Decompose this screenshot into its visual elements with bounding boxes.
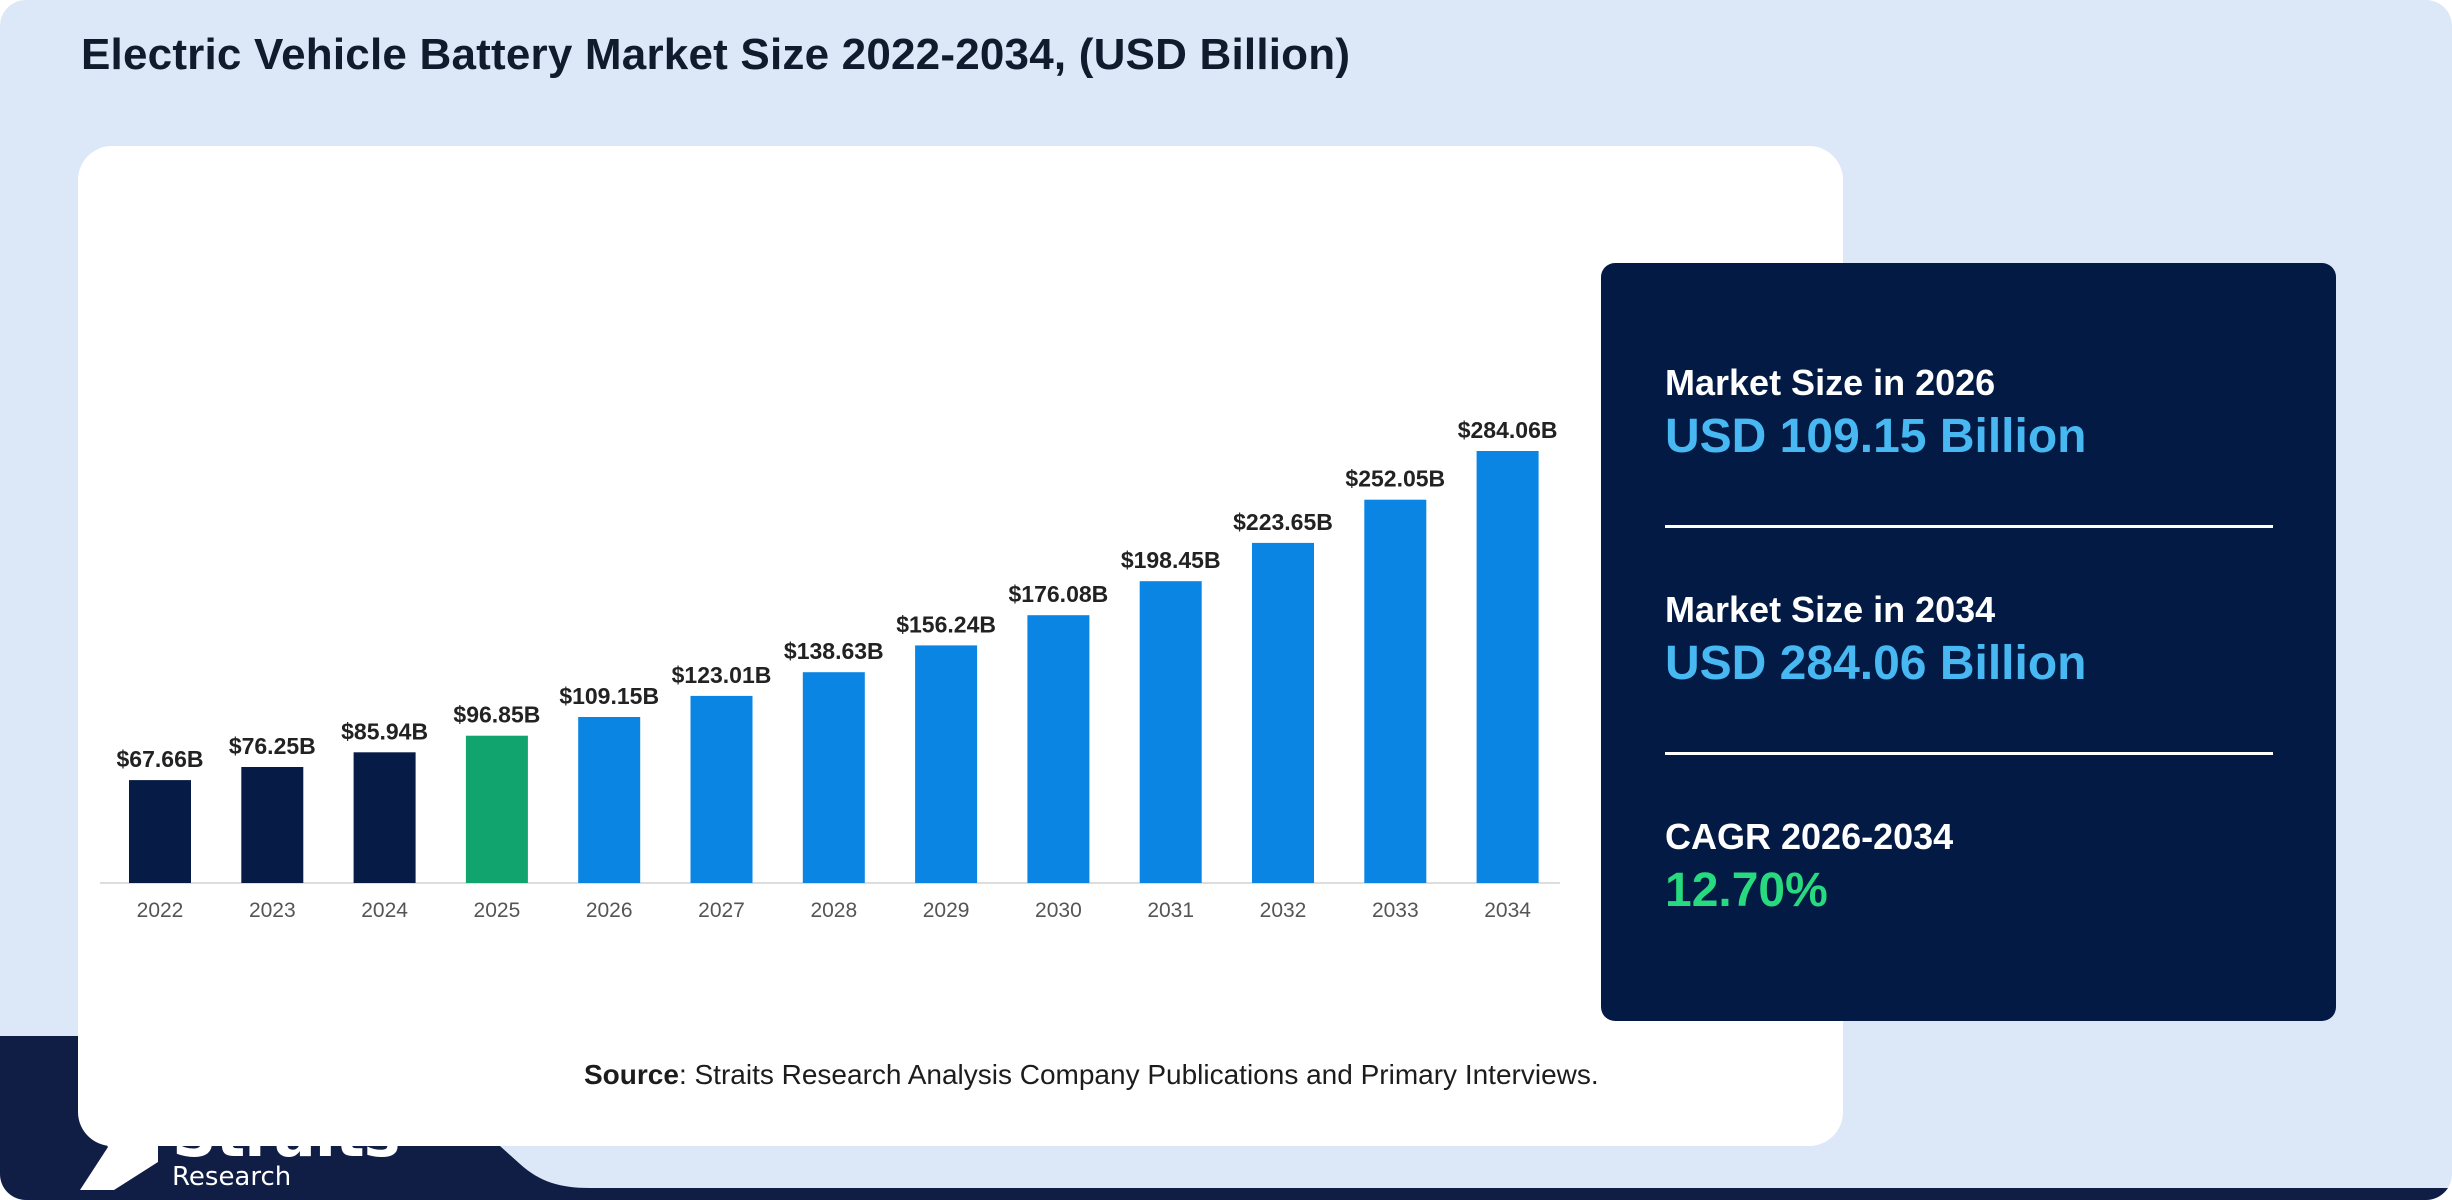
bar-2024 — [353, 752, 416, 883]
x-tick-label-2024: 2024 — [361, 899, 408, 922]
bar-2022 — [129, 780, 191, 883]
data-label-2026: $109.15B — [559, 683, 659, 709]
data-label-2024: $85.94B — [341, 718, 428, 744]
x-tick-label-2027: 2027 — [698, 899, 745, 922]
logo-name: Straits — [172, 1098, 400, 1171]
stat-value: USD 109.15 Billion — [1665, 410, 2087, 463]
bar-2029 — [915, 645, 978, 883]
bar-2030 — [1027, 615, 1090, 883]
stat-label: CAGR 2026-2034 — [1665, 816, 1954, 857]
source-text: : Straits Research Analysis Company Publ… — [678, 1059, 1599, 1090]
stat-label: Market Size in 2026 — [1665, 362, 1996, 403]
x-tick-label-2034: 2034 — [1484, 899, 1531, 922]
page-title: Electric Vehicle Battery Market Size 202… — [81, 30, 1351, 79]
x-tick-label-2028: 2028 — [810, 899, 857, 922]
stat-cagr: CAGR 2026-2034 12.70% — [1665, 817, 2275, 919]
stat-value: USD 284.06 Billion — [1665, 637, 2087, 690]
data-label-2028: $138.63B — [784, 638, 884, 664]
bar-2031 — [1139, 581, 1202, 883]
stat-market-size-2026: Market Size in 2026 USD 109.15 Billion — [1665, 363, 2275, 465]
logo-subtitle: Research — [172, 1162, 292, 1192]
data-label-2032: $223.65B — [1233, 509, 1333, 535]
bar-2028 — [802, 672, 865, 883]
data-label-2025: $96.85B — [453, 702, 540, 728]
bars-layer: $67.66B 2022 $76.25B 2023 $85.94B 2024 $96.85B… — [117, 417, 1558, 922]
bar-2032 — [1252, 542, 1314, 883]
x-tick-label-2030: 2030 — [1035, 899, 1082, 922]
x-tick-label-2026: 2026 — [586, 899, 633, 922]
data-label-2034: $284.06B — [1458, 417, 1558, 443]
key-stats-panel: Market Size in 2026 USD 109.15 Billion M… — [1601, 263, 2336, 1021]
x-tick-label-2031: 2031 — [1147, 899, 1194, 922]
x-tick-label-2022: 2022 — [137, 899, 184, 922]
bar-2023 — [241, 767, 304, 883]
logo-mark-icon — [80, 1104, 158, 1190]
bar-2033 — [1364, 499, 1427, 883]
data-label-2031: $198.45B — [1121, 547, 1221, 573]
x-tick-label-2023: 2023 — [249, 899, 296, 922]
bar-2027 — [690, 695, 753, 883]
bar-2025 — [465, 735, 528, 883]
data-label-2023: $76.25B — [229, 733, 316, 759]
straits-research-logo: Straits Research — [80, 1098, 400, 1192]
data-label-2027: $123.01B — [672, 662, 772, 688]
source-note: Source: Straits Research Analysis Compan… — [584, 1059, 1599, 1091]
data-label-2029: $156.24B — [896, 611, 996, 637]
stat-value: 12.70% — [1665, 864, 1828, 917]
x-tick-label-2025: 2025 — [474, 899, 521, 922]
data-label-2033: $252.05B — [1345, 466, 1445, 492]
bar-chart: $67.66B 2022 $76.25B 2023 $85.94B 2024 $96.85B… — [100, 417, 1560, 922]
x-tick-label-2029: 2029 — [923, 899, 970, 922]
stat-divider — [1665, 752, 2273, 755]
stat-market-size-2034: Market Size in 2034 USD 284.06 Billion — [1665, 590, 2275, 692]
x-tick-label-2033: 2033 — [1372, 899, 1419, 922]
stat-label: Market Size in 2034 — [1665, 589, 1996, 630]
data-label-2022: $67.66B — [117, 746, 204, 772]
stat-divider — [1665, 525, 2273, 528]
source-label: Source — [584, 1059, 679, 1090]
bar-2034 — [1476, 451, 1539, 883]
bar-2026 — [578, 717, 641, 883]
x-tick-label-2032: 2032 — [1260, 899, 1307, 922]
data-label-2030: $176.08B — [1009, 581, 1109, 607]
